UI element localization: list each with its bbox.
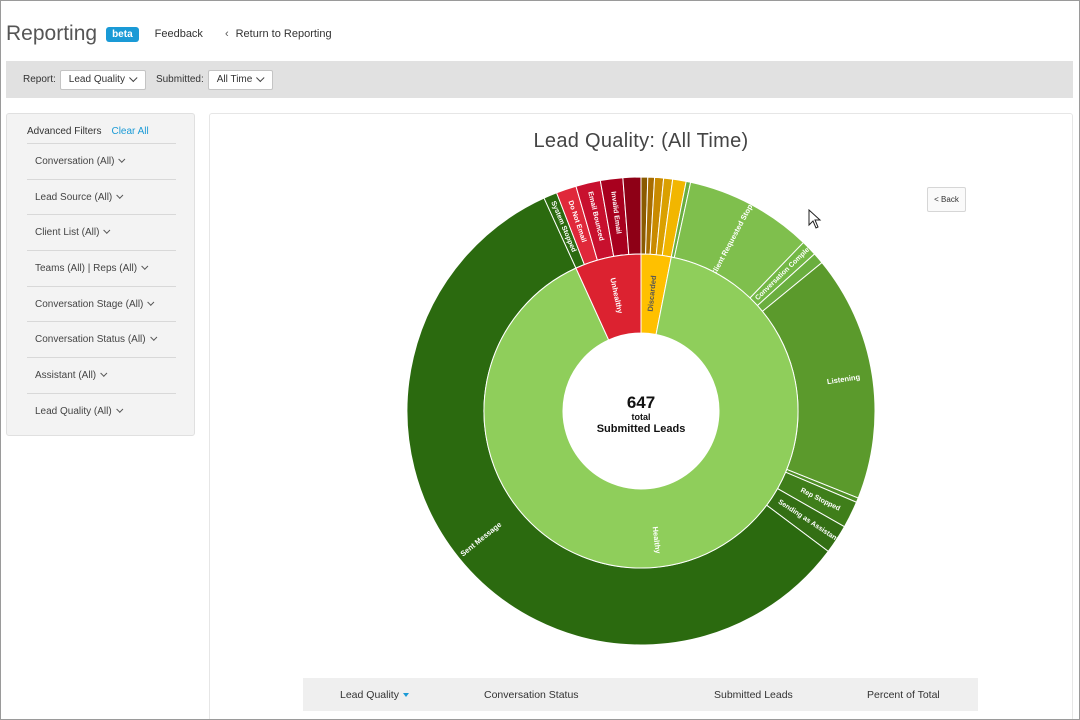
filter-label: Assistant (All)	[35, 369, 97, 381]
page-header: Reporting beta Feedback ‹ Return to Repo…	[6, 19, 332, 49]
chevron-down-icon	[100, 369, 108, 377]
chevron-down-icon	[141, 262, 149, 270]
chevron-down-icon	[118, 155, 126, 163]
chart-panel: Lead Quality: (All Time) < Back Client R…	[209, 113, 1073, 719]
center-hole	[563, 333, 719, 489]
filter-lead-quality[interactable]: Lead Quality (All)	[27, 392, 176, 429]
chevron-down-icon	[115, 405, 124, 413]
filter-label: Conversation Status (All)	[35, 334, 146, 346]
chevron-down-icon	[116, 191, 124, 199]
chevron-left-icon: ‹	[224, 28, 229, 40]
return-to-reporting-link[interactable]: ‹ Return to Reporting	[225, 28, 332, 40]
column-label: Lead Quality	[340, 688, 399, 701]
filter-conversation-stage[interactable]: Conversation Stage (All)	[27, 285, 176, 322]
submitted-select[interactable]: All Time	[207, 69, 274, 90]
chevron-down-icon	[149, 334, 157, 342]
filter-label: Lead Source (All)	[35, 191, 113, 203]
report-label: Report:	[23, 74, 56, 85]
filter-label: Conversation (All)	[35, 155, 115, 167]
inner-label-healthy: Healthy	[651, 526, 663, 555]
filters-header: Advanced Filters Clear All	[27, 126, 194, 137]
center-total-value: 647	[627, 393, 655, 412]
submitted-label: Submitted:	[155, 74, 204, 85]
filter-conversation-status[interactable]: Conversation Status (All)	[27, 321, 176, 357]
back-button[interactable]: < Back	[927, 187, 966, 212]
filter-lead-source[interactable]: Lead Source (All)	[27, 178, 176, 215]
filter-label: Lead Quality (All)	[35, 405, 112, 417]
results-table-header: Lead Quality Conversation Status Submitt…	[303, 678, 978, 711]
column-conversation-status[interactable]: Conversation Status	[484, 688, 579, 701]
filter-label: Conversation Stage (All)	[35, 298, 144, 310]
return-link-label: Return to Reporting	[235, 28, 332, 40]
mouse-cursor-icon	[808, 209, 822, 229]
filter-client-list[interactable]: Client List (All)	[27, 214, 176, 250]
submitted-select-value: All Time	[216, 74, 253, 85]
filter-label: Client List (All)	[35, 227, 100, 239]
filter-teams-reps[interactable]: Teams (All) | Reps (All)	[27, 250, 176, 286]
column-submitted-leads[interactable]: Submitted Leads	[714, 688, 793, 701]
chevron-down-icon	[256, 73, 265, 82]
report-select-value: Lead Quality	[68, 74, 125, 85]
report-toolbar: Report: Lead Quality Submitted: All Time	[6, 61, 1073, 98]
chevron-down-icon	[103, 227, 111, 235]
filter-assistant[interactable]: Assistant (All)	[27, 357, 176, 393]
inner-label-discarded: Discarded	[646, 275, 659, 312]
column-percent-of-total[interactable]: Percent of Total	[867, 688, 940, 701]
report-select[interactable]: Lead Quality	[59, 69, 146, 90]
filter-label: Teams (All) | Reps (All)	[35, 262, 138, 274]
clear-all-link[interactable]: Clear All	[111, 126, 149, 137]
filters-title: Advanced Filters	[27, 126, 102, 137]
center-submitted-label: Submitted Leads	[597, 423, 686, 435]
sort-desc-icon	[402, 692, 409, 697]
beta-badge: beta	[106, 26, 139, 42]
chart-title: Lead Quality: (All Time)	[533, 130, 749, 152]
chevron-down-icon	[129, 73, 138, 82]
feedback-link[interactable]: Feedback	[154, 28, 203, 40]
filter-conversation[interactable]: Conversation (All)	[27, 143, 176, 179]
advanced-filters-panel: Advanced Filters Clear All Conversation …	[6, 113, 195, 436]
center-total-label: total	[632, 412, 651, 422]
column-lead-quality[interactable]: Lead Quality	[340, 689, 409, 701]
page-title: Reporting	[6, 22, 98, 45]
chevron-down-icon	[147, 298, 155, 306]
